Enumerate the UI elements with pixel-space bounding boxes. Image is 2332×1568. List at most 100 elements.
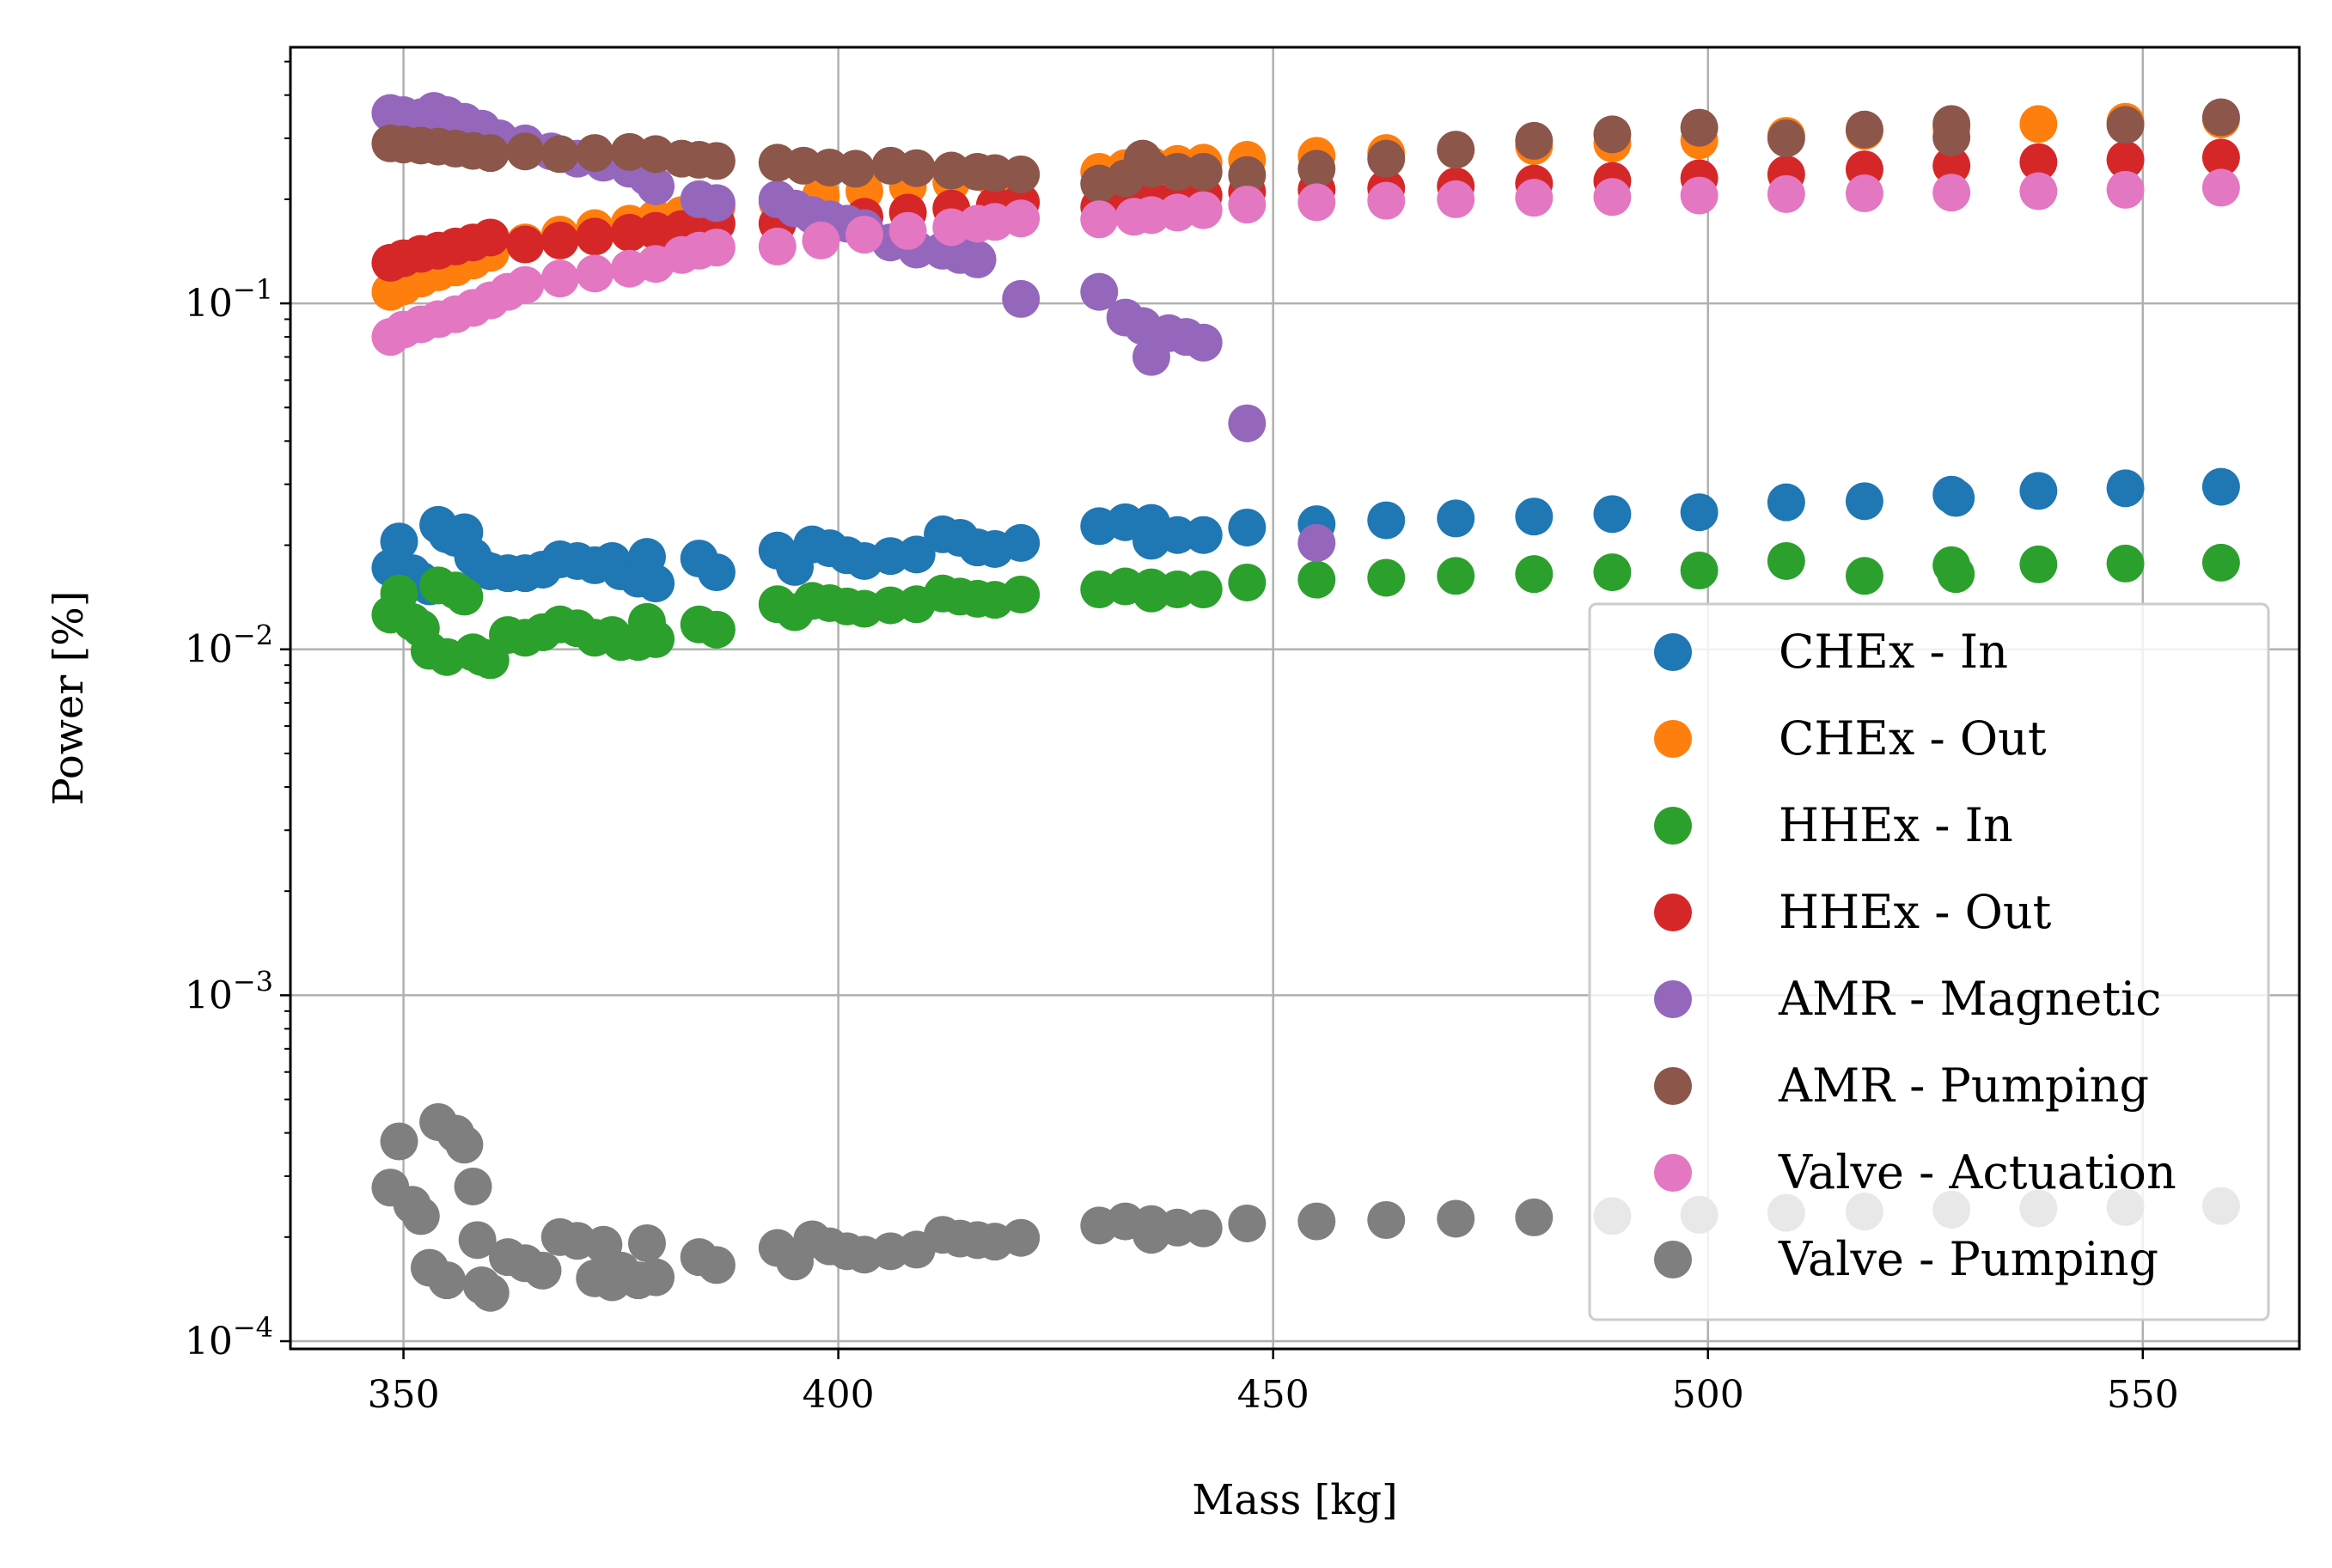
data-point — [1593, 115, 1632, 154]
data-point — [1080, 200, 1119, 239]
data-point — [2201, 138, 2240, 177]
series-hhex-in — [371, 541, 2240, 680]
data-point — [1437, 131, 1475, 169]
series-chex-in — [371, 467, 2240, 606]
data-point — [1228, 186, 1267, 224]
data-point — [1158, 516, 1197, 554]
data-point — [897, 535, 936, 574]
data-point — [1184, 1209, 1223, 1248]
y-tick-label: 10−1 — [185, 273, 273, 326]
legend-item: AMR - Magnetic — [1654, 972, 2162, 1026]
data-point — [836, 149, 875, 188]
legend-marker — [1654, 633, 1692, 671]
data-point — [1228, 508, 1267, 546]
data-point — [540, 135, 579, 174]
legend-box — [1588, 602, 2270, 1321]
x-axis-label: Mass [kg] — [1192, 1476, 1398, 1524]
legend-marker — [1654, 1067, 1692, 1105]
data-point — [697, 142, 736, 180]
data-point — [897, 149, 936, 187]
legend-label: CHEx - Out — [1779, 711, 2047, 766]
data-point — [2019, 105, 2058, 143]
data-point — [1002, 199, 1041, 238]
data-point — [1937, 555, 1975, 594]
data-point — [1184, 516, 1223, 554]
x-tick-label: 450 — [1237, 1373, 1309, 1417]
data-point — [540, 221, 579, 259]
data-point — [1593, 178, 1632, 217]
data-point — [1367, 501, 1406, 540]
legend-label: AMR - Magnetic — [1778, 972, 2162, 1026]
data-point — [1767, 119, 1805, 157]
data-point — [958, 240, 997, 278]
data-point — [1680, 493, 1718, 532]
data-point — [454, 1167, 492, 1205]
data-point — [1845, 110, 1883, 149]
x-tick-label: 350 — [368, 1373, 440, 1417]
data-point — [1002, 279, 1041, 318]
data-point — [1184, 153, 1223, 192]
data-point — [888, 211, 927, 250]
data-point — [2201, 98, 2240, 137]
data-point — [697, 553, 736, 592]
data-point — [1515, 121, 1554, 160]
data-point — [637, 167, 675, 205]
data-point — [637, 1258, 675, 1296]
data-point — [1367, 1201, 1406, 1240]
data-point — [1002, 575, 1041, 613]
data-point — [1845, 174, 1883, 213]
legend-label: HHEx - Out — [1779, 885, 2052, 939]
data-point — [2106, 544, 2145, 583]
data-point — [2019, 172, 2058, 210]
data-point — [576, 217, 614, 256]
data-point — [1845, 557, 1883, 595]
data-point — [506, 132, 545, 171]
data-point — [1080, 272, 1119, 311]
data-point — [1297, 149, 1336, 188]
data-point — [1297, 183, 1336, 222]
data-point — [506, 265, 545, 304]
data-point — [1297, 560, 1336, 599]
y-axis-label: Power [%] — [45, 590, 93, 805]
data-point — [1515, 497, 1554, 536]
data-point — [1680, 551, 1718, 589]
data-point — [1002, 523, 1041, 562]
data-point — [506, 225, 545, 264]
legend-item: HHEx - Out — [1654, 885, 2052, 939]
data-point — [1680, 176, 1718, 215]
data-point — [380, 1122, 418, 1161]
data-points — [371, 92, 2240, 1312]
series-valve-actuation — [371, 168, 2240, 357]
data-point — [1845, 482, 1883, 521]
data-point — [1593, 495, 1632, 534]
data-point — [1228, 156, 1267, 194]
legend-item: CHEx - Out — [1654, 711, 2047, 766]
data-point — [380, 574, 418, 613]
legend-label: Valve - Pumping — [1778, 1232, 2158, 1286]
data-point — [1367, 181, 1406, 220]
data-point — [758, 227, 797, 265]
data-point — [1680, 108, 1718, 147]
data-point — [637, 619, 675, 658]
data-point — [2019, 143, 2058, 181]
data-point — [445, 1126, 484, 1164]
data-point — [1228, 1204, 1267, 1242]
data-point — [576, 134, 614, 173]
legend-label: HHEx - In — [1779, 798, 2013, 852]
data-point — [2201, 467, 2240, 506]
data-point — [697, 184, 736, 223]
data-point — [2106, 170, 2145, 209]
data-point — [1158, 153, 1197, 192]
data-point — [846, 216, 883, 254]
legend-item: AMR - Pumping — [1654, 1059, 2149, 1113]
data-point — [1228, 404, 1267, 442]
data-point — [471, 1273, 510, 1312]
data-point — [1437, 180, 1475, 218]
data-point — [401, 1197, 440, 1235]
legend: CHEx - In CHEx - Out HHEx - In HHEx - Out AM… — [1588, 602, 2270, 1321]
y-tick-label: 10−4 — [185, 1311, 273, 1364]
data-point — [1002, 155, 1041, 193]
legend-item: Valve - Actuation — [1654, 1145, 2176, 1199]
data-point — [428, 1261, 467, 1300]
x-tick-label: 400 — [803, 1373, 875, 1417]
